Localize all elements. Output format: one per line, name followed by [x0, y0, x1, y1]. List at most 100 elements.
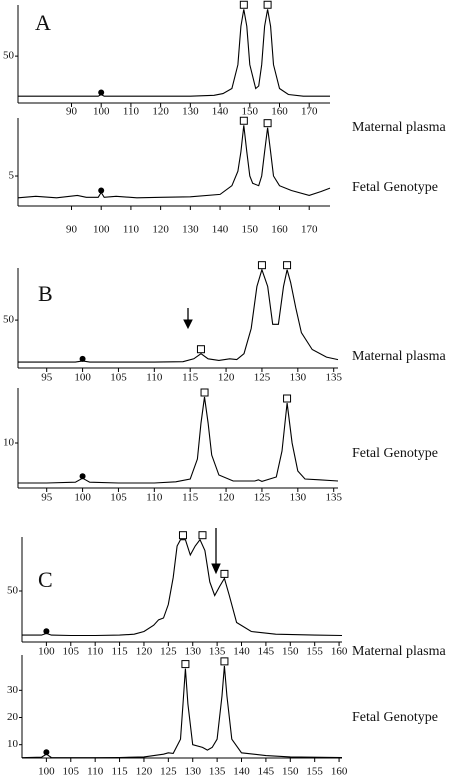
- x-tick-label: 125: [254, 492, 271, 504]
- x-tick-label: 100: [93, 106, 110, 118]
- x-tick-label: 110: [87, 766, 104, 778]
- y-tick-label: 30: [7, 684, 19, 696]
- x-tick-label: 125: [254, 372, 271, 384]
- x-tick-label: 155: [306, 646, 323, 658]
- x-tick-label: 120: [136, 766, 153, 778]
- peak-marker: [263, 0, 272, 9]
- panel-letter: A: [35, 10, 51, 35]
- x-tick-label: 130: [290, 492, 307, 504]
- x-tick-label: 95: [41, 492, 53, 504]
- x-tick-label: 100: [93, 224, 110, 236]
- x-tick-label: 160: [331, 766, 348, 778]
- x-tick-label: 160: [271, 224, 288, 236]
- x-tick-label: 100: [74, 492, 91, 504]
- x-tick-label: 155: [306, 766, 323, 778]
- x-tick-label: 130: [182, 224, 199, 236]
- peak-marker: [178, 531, 187, 540]
- x-tick-label: 100: [74, 372, 91, 384]
- x-tick-label: 90: [66, 224, 78, 236]
- x-tick-label: 135: [209, 646, 226, 658]
- peak-marker: [283, 394, 292, 403]
- x-tick-label: 145: [258, 766, 275, 778]
- x-tick-label: 115: [112, 766, 129, 778]
- x-tick-label: 115: [112, 646, 129, 658]
- x-tick-label: 100: [38, 766, 55, 778]
- trace-label: Fetal Genotype: [352, 446, 438, 461]
- peak-marker: [220, 569, 229, 578]
- x-tick-label: 125: [160, 766, 177, 778]
- dot-marker: [98, 187, 105, 194]
- x-tick-label: 150: [282, 766, 299, 778]
- x-tick-label: 160: [331, 646, 348, 658]
- peak-marker: [239, 0, 248, 9]
- dot-marker: [43, 749, 50, 756]
- trace-label: Maternal plasma: [352, 349, 446, 364]
- x-tick-label: 125: [160, 646, 177, 658]
- dot-marker: [79, 355, 86, 362]
- x-tick-label: 150: [242, 106, 259, 118]
- x-tick-label: 95: [41, 372, 53, 384]
- y-tick-label: 50: [3, 314, 15, 326]
- trace-label: Maternal plasma: [352, 644, 446, 659]
- trace: [18, 267, 339, 363]
- x-tick-label: 110: [146, 492, 163, 504]
- panel-letter: B: [38, 281, 53, 306]
- x-tick-label: 170: [301, 224, 318, 236]
- x-tick-label: 135: [325, 492, 342, 504]
- x-tick-label: 120: [218, 372, 235, 384]
- y-tick-label: 50: [7, 585, 19, 597]
- trace: [22, 538, 343, 637]
- x-tick-label: 105: [110, 372, 127, 384]
- y-tick-label: 5: [9, 170, 15, 182]
- x-tick-label: 115: [182, 492, 199, 504]
- panel-letter: C: [38, 567, 53, 592]
- x-tick-label: 160: [271, 106, 288, 118]
- arrow: [211, 528, 221, 575]
- trace: [18, 396, 339, 484]
- x-tick-label: 130: [184, 766, 201, 778]
- y-tick-label: 20: [7, 711, 19, 723]
- x-tick-label: 170: [301, 106, 318, 118]
- peak-marker: [198, 531, 207, 540]
- x-tick-label: 150: [242, 224, 259, 236]
- trace-label: Fetal Genotype: [352, 180, 438, 195]
- peak-marker: [220, 657, 229, 666]
- y-tick-label: 50: [3, 50, 15, 62]
- trace: [17, 125, 331, 199]
- peak-marker: [200, 388, 209, 397]
- x-tick-label: 130: [182, 106, 199, 118]
- x-tick-label: 140: [233, 766, 250, 778]
- x-tick-label: 135: [209, 766, 226, 778]
- arrow: [183, 308, 193, 330]
- x-tick-label: 110: [87, 646, 104, 658]
- x-tick-label: 120: [136, 646, 153, 658]
- x-tick-label: 130: [184, 646, 201, 658]
- x-tick-label: 140: [212, 106, 229, 118]
- x-tick-label: 105: [63, 766, 80, 778]
- x-tick-label: 105: [110, 492, 127, 504]
- trace: [21, 665, 343, 759]
- trace-label: Fetal Genotype: [352, 710, 438, 725]
- peak-marker: [257, 261, 266, 270]
- dot-marker: [79, 473, 86, 480]
- y-tick-label: 10: [7, 738, 19, 750]
- x-tick-label: 90: [66, 106, 78, 118]
- peak-marker: [283, 261, 292, 270]
- trace-label: Maternal plasma: [352, 120, 446, 135]
- x-tick-label: 120: [218, 492, 235, 504]
- x-tick-label: 150: [282, 646, 299, 658]
- x-tick-label: 145: [258, 646, 275, 658]
- x-tick-label: 120: [152, 224, 169, 236]
- dot-marker: [98, 89, 105, 96]
- x-tick-label: 105: [63, 646, 80, 658]
- x-tick-label: 120: [152, 106, 169, 118]
- x-tick-label: 130: [290, 372, 307, 384]
- x-tick-label: 135: [325, 372, 342, 384]
- x-tick-label: 100: [38, 646, 55, 658]
- x-tick-label: 140: [233, 646, 250, 658]
- trace: [18, 9, 330, 97]
- x-tick-label: 140: [212, 224, 229, 236]
- peak-marker: [181, 660, 190, 669]
- dot-marker: [43, 628, 50, 635]
